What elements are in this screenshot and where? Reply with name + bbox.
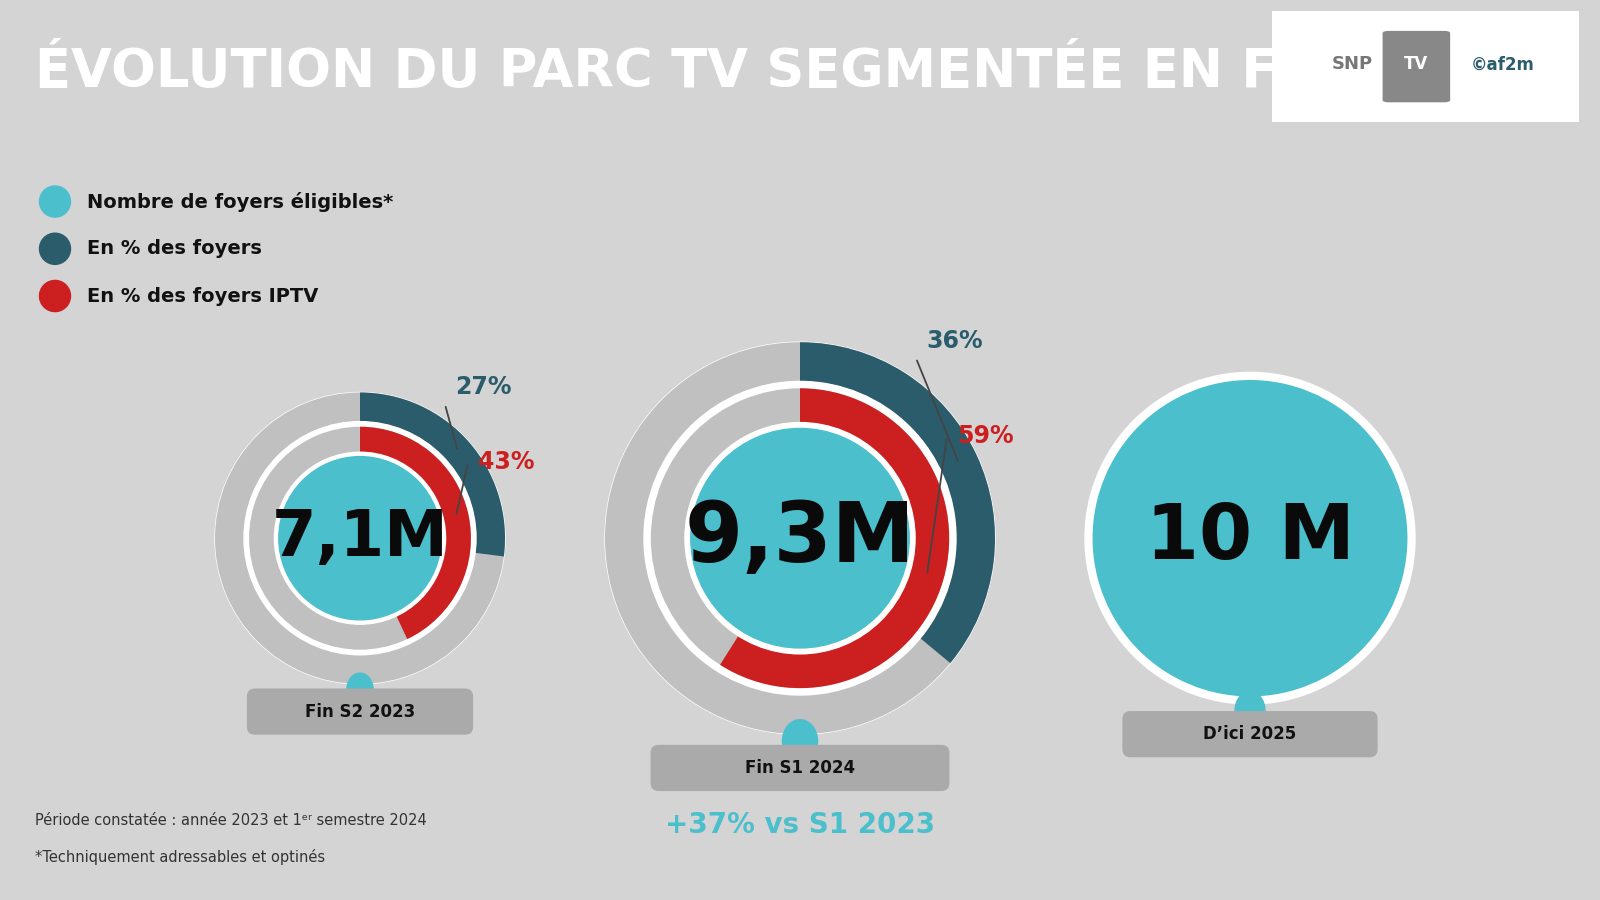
Text: 7,1M: 7,1M [272, 508, 448, 569]
Text: En % des foyers: En % des foyers [86, 239, 262, 258]
Circle shape [214, 392, 506, 684]
Circle shape [605, 342, 995, 734]
Text: En % des foyers IPTV: En % des foyers IPTV [86, 286, 318, 305]
Wedge shape [651, 388, 949, 688]
Ellipse shape [347, 673, 373, 706]
Text: ©af2m: ©af2m [1470, 56, 1534, 74]
Text: Nombre de foyers éligibles*: Nombre de foyers éligibles* [86, 192, 394, 211]
Circle shape [243, 421, 477, 655]
Text: +37% vs S1 2023: +37% vs S1 2023 [666, 811, 934, 839]
Text: Période constatée : année 2023 et 1ᵉʳ semestre 2024: Période constatée : année 2023 et 1ᵉʳ se… [35, 813, 427, 828]
Circle shape [1085, 373, 1414, 704]
Text: D’ici 2025: D’ici 2025 [1203, 725, 1296, 743]
Circle shape [278, 456, 442, 620]
Text: Fin S1 2024: Fin S1 2024 [746, 759, 854, 777]
Circle shape [275, 452, 445, 625]
FancyBboxPatch shape [1262, 11, 1589, 122]
Wedge shape [800, 342, 995, 663]
Ellipse shape [1235, 692, 1266, 728]
Text: ÉVOLUTION DU PARC TV SEGMENTÉE EN FRANCE: ÉVOLUTION DU PARC TV SEGMENTÉE EN FRANCE [35, 46, 1478, 98]
FancyBboxPatch shape [651, 745, 949, 791]
Text: 59%: 59% [957, 424, 1014, 448]
FancyBboxPatch shape [1122, 711, 1378, 757]
Text: 43%: 43% [478, 450, 534, 474]
Text: Fin S2 2023: Fin S2 2023 [306, 703, 414, 721]
Text: 9,3M: 9,3M [685, 498, 915, 579]
Wedge shape [214, 392, 506, 684]
Text: 27%: 27% [454, 375, 512, 399]
Circle shape [643, 382, 957, 695]
Wedge shape [605, 342, 995, 734]
Text: *Techniquement adressables et optinés: *Techniquement adressables et optinés [35, 849, 325, 865]
Circle shape [40, 186, 70, 217]
Ellipse shape [782, 720, 818, 763]
Wedge shape [720, 388, 949, 688]
Circle shape [685, 423, 915, 653]
FancyBboxPatch shape [246, 688, 474, 734]
Wedge shape [360, 392, 506, 556]
Text: 10 M: 10 M [1146, 501, 1354, 575]
FancyBboxPatch shape [1382, 31, 1450, 103]
Circle shape [1093, 381, 1406, 696]
Circle shape [691, 428, 909, 648]
Wedge shape [250, 427, 470, 650]
Text: 36%: 36% [926, 328, 982, 353]
Text: TV: TV [1405, 56, 1429, 74]
Circle shape [40, 281, 70, 311]
Wedge shape [360, 427, 470, 639]
Circle shape [40, 233, 70, 265]
Text: SNP: SNP [1331, 56, 1373, 74]
